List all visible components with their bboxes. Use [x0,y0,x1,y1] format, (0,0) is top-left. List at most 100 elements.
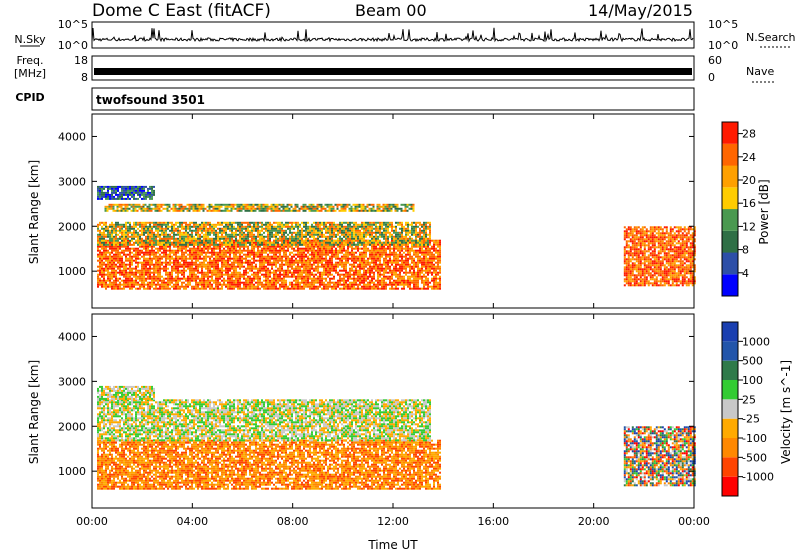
rti-cell [415,251,417,254]
rti-cell [179,285,181,288]
rti-cell [105,223,107,226]
rti-cell [247,259,249,262]
rti-cell [433,269,435,272]
rti-cell [135,221,137,224]
rti-cell [213,227,215,230]
rti-cell [325,269,327,272]
rti-cell [439,259,441,262]
rti-cell [117,223,119,226]
rti-cell [371,277,373,280]
rti-cell [155,241,157,244]
rti-cell [247,231,249,234]
rti-cell [117,277,119,280]
rti-cell [259,233,261,236]
rti-cell [359,253,361,256]
rti-cell [223,221,225,224]
rti-cell [361,233,363,236]
rti-cell [159,253,161,256]
rti-cell [149,257,151,260]
rti-cell [137,227,139,230]
rti-cell [259,263,261,266]
rti-cell [319,255,321,258]
rti-cell [153,287,155,290]
rti-cell [277,277,279,280]
rti-cell [235,275,237,278]
rti-cell [371,233,373,236]
rti-cell [321,287,323,290]
rti-cell [197,249,199,252]
rti-cell [309,233,311,236]
rti-cell [297,265,299,268]
rti-cell [211,237,213,240]
rti-cell [185,235,187,238]
rti-cell [161,243,163,246]
rti-cell [419,267,421,270]
rti-cell [99,245,101,248]
rti-cell [253,285,255,288]
rti-cell [273,225,275,228]
rti-cell [429,239,431,242]
rti-cell [383,261,385,264]
rti-cell [191,253,193,256]
rti-cell [273,233,275,236]
rti-cell [359,229,361,232]
rti-cell [305,261,307,264]
rti-cell [291,241,293,244]
rti-cell [201,235,203,238]
rti-cell [195,275,197,278]
rti-cell [311,223,313,226]
rti-cell [377,249,379,252]
rti-cell [129,255,131,258]
rti-cell [265,261,267,264]
rti-cell [151,271,153,274]
rti-cell [165,229,167,232]
rti-cell [101,221,103,224]
rti-cell [117,271,119,274]
rti-cell [115,225,117,228]
rti-cell [357,285,359,288]
rti-cell [395,271,397,274]
rti-cell [423,265,425,268]
rti-cell [115,271,117,274]
rti-cell [307,263,309,266]
rti-cell [237,287,239,290]
rti-cell [203,225,205,228]
rti-cell [119,261,121,264]
rti-cell [333,249,335,252]
rti-cell [361,257,363,260]
rti-cell [327,229,329,232]
rti-cell [281,239,283,242]
rti-cell [349,267,351,270]
rti-cell [181,239,183,242]
rti-cell [129,229,131,232]
rti-cell [399,267,401,270]
rti-cell [417,257,419,260]
rti-cell [183,261,185,264]
rti-cell [177,257,179,260]
rti-cell [215,239,217,242]
rti-cell [333,265,335,268]
rti-cell [161,279,163,282]
rti-cell [251,253,253,256]
rti-cell [145,223,147,226]
rti-cell [385,239,387,242]
rti-cell [175,283,177,286]
freq-trace [94,68,692,75]
rti-cell [225,259,227,262]
rti-cell [353,269,355,272]
rti-cell [253,255,255,258]
rti-cell [335,241,337,244]
rti-cell [241,243,243,246]
rti-cell [155,283,157,286]
rti-cell [265,265,267,268]
rti-cell [127,221,129,224]
rti-cell [99,237,101,240]
rti-cell [239,279,241,282]
rti-cell [225,227,227,230]
rti-cell [435,277,437,280]
rti-cell [437,249,439,252]
rti-cell [295,253,297,256]
rti-cell [375,283,377,286]
rti-cell [329,241,331,244]
rti-cell [103,279,105,282]
